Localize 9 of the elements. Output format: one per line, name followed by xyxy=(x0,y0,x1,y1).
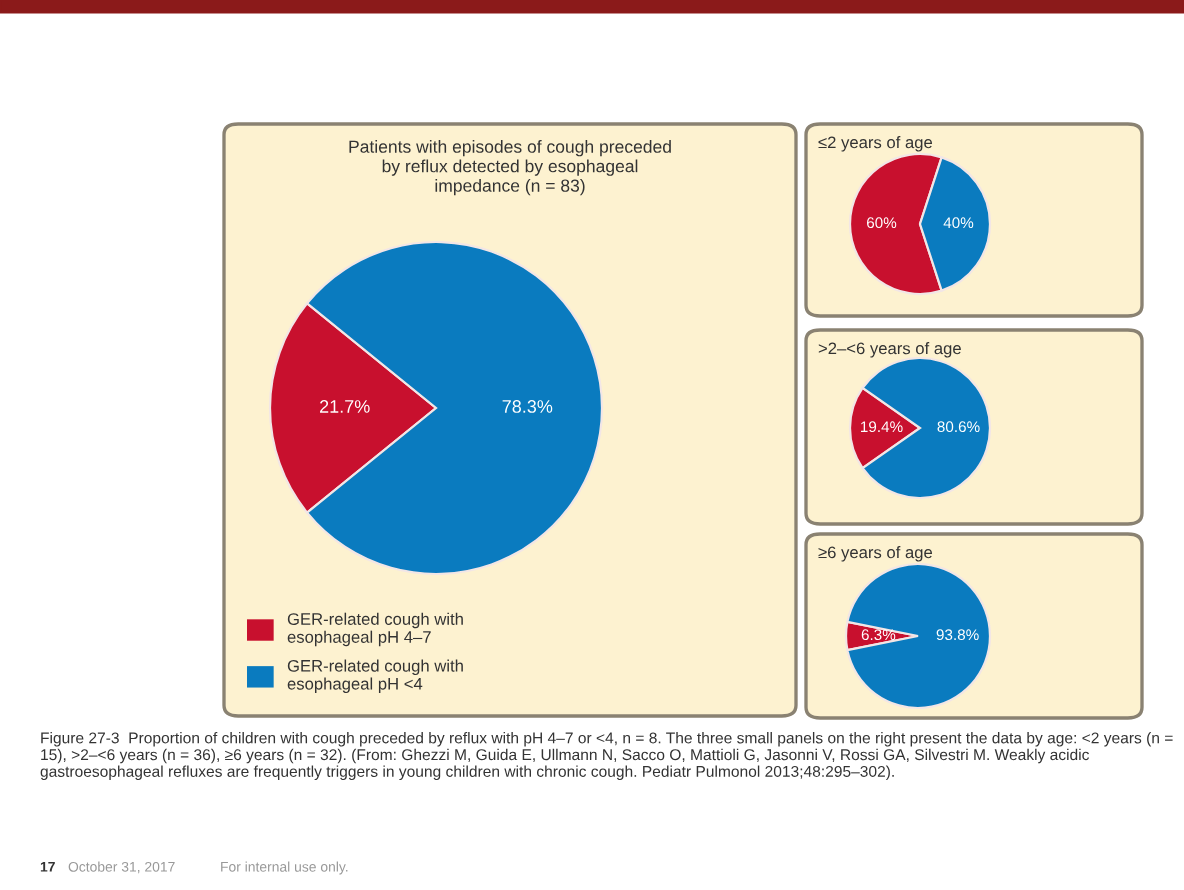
chart-title: Patients with episodes of cough preceded by reflux detected by esophageal impedance (n = 83) xyxy=(349,140,671,196)
chart-title: ≥6 years of age xyxy=(818,546,933,562)
chart-title: ≤2 years of age xyxy=(818,136,933,152)
data-label: 78.3% xyxy=(502,400,553,413)
data-label: 21.7% xyxy=(320,400,370,413)
pie-slice xyxy=(846,562,992,710)
legend-label: GER-related cough with esophageal pH 4–7 xyxy=(287,612,463,647)
legend-label: GER-related cough with esophageal pH <4 xyxy=(287,659,463,693)
chart-title: >2–<6 years of age xyxy=(818,342,961,358)
